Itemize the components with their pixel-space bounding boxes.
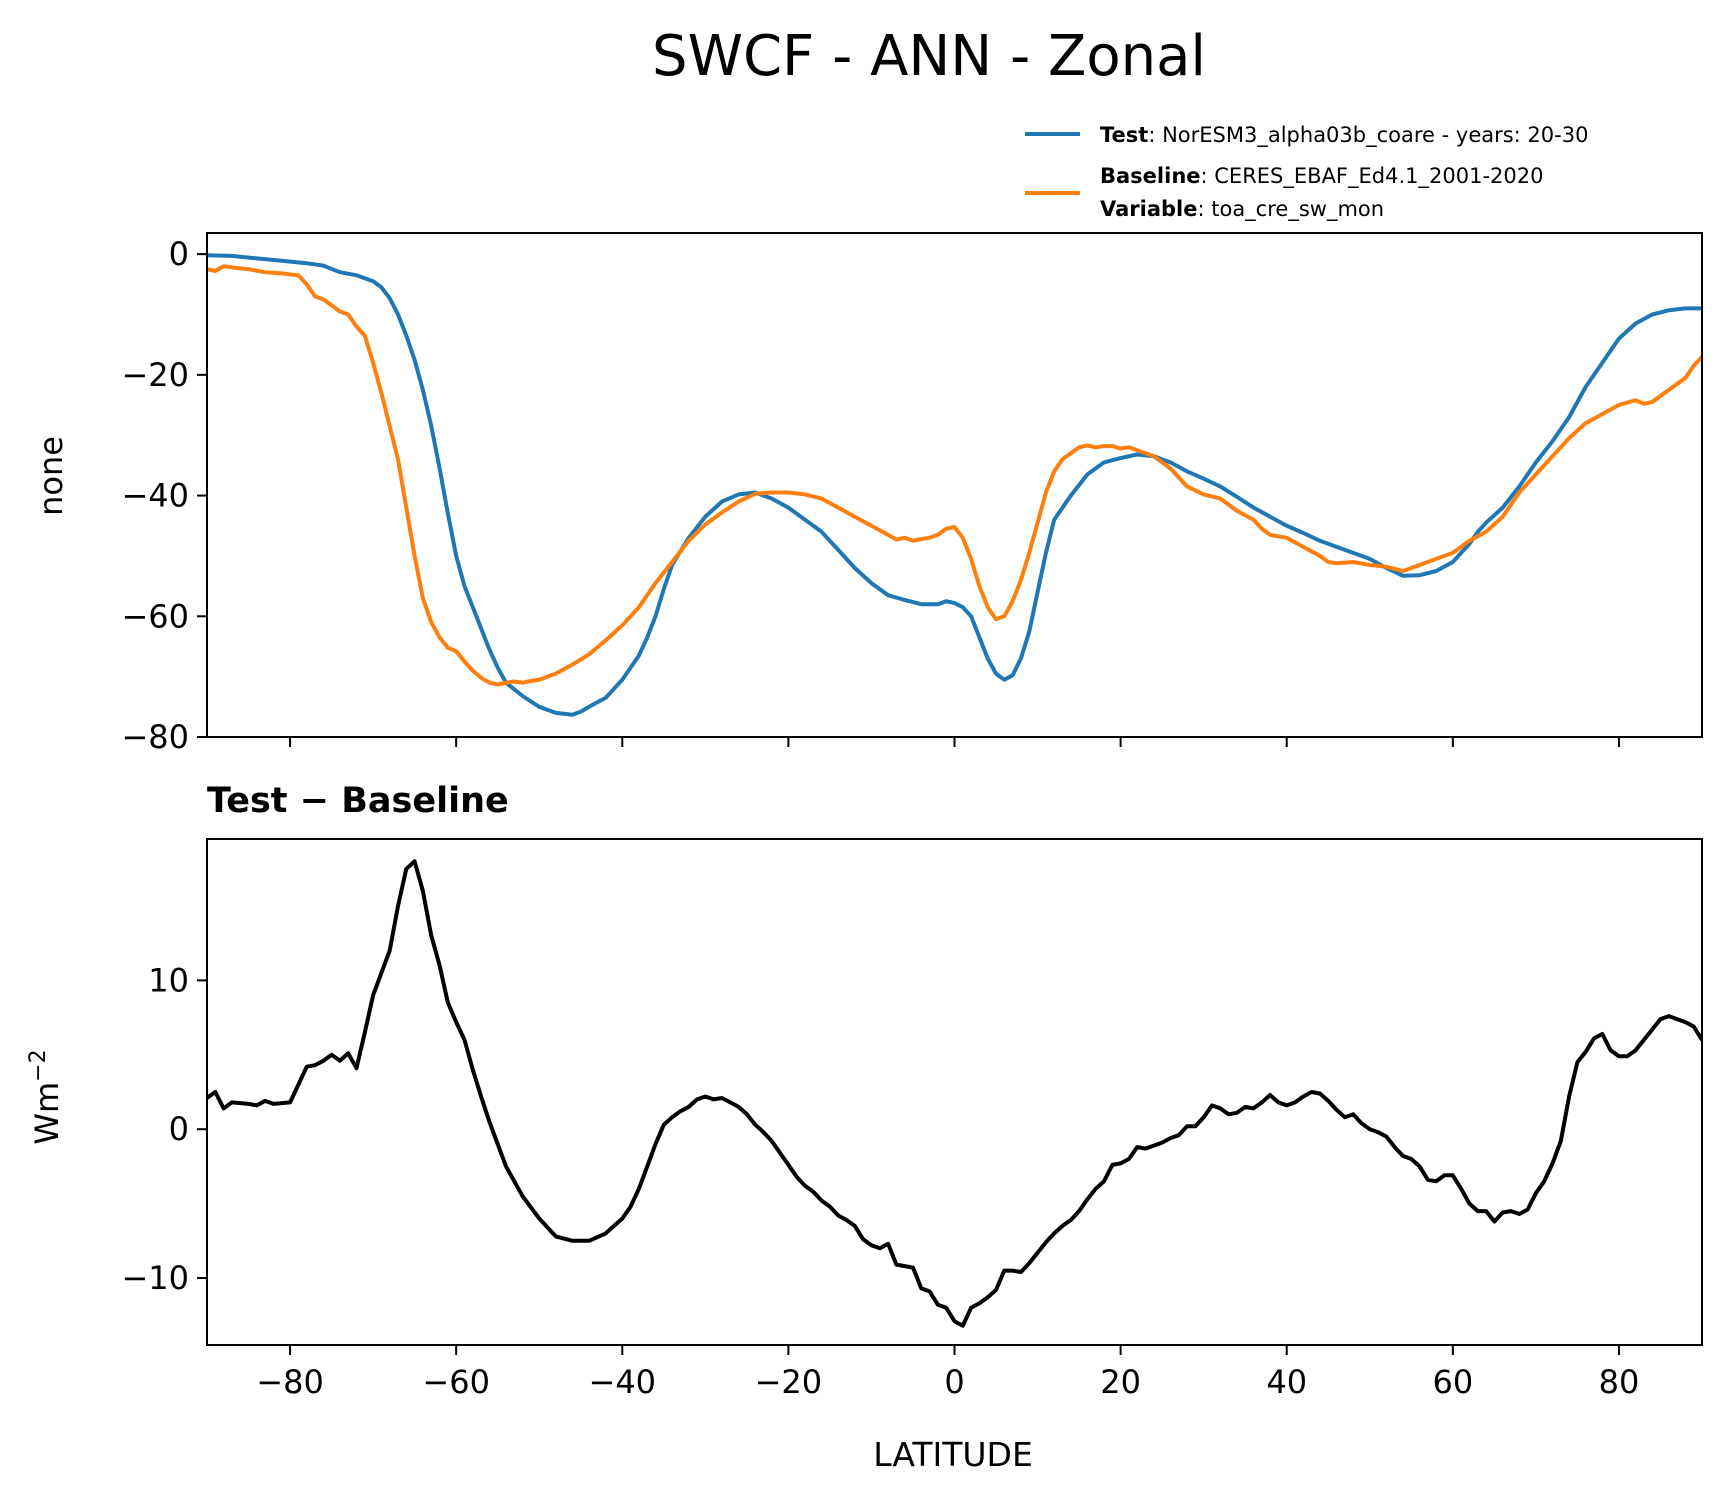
legend-test-label: Test: NorESM3_alpha03b_coare - years: 20…: [1100, 123, 1588, 148]
difference-panel-title: Test − Baseline: [207, 781, 509, 821]
bottom-ylabel-exponent: −2: [26, 1049, 51, 1081]
legend-baseline-value: : CERES_EBAF_Ed4.1_2001-2020: [1201, 164, 1544, 189]
top-series-baseline: [207, 264, 1702, 687]
bottom-ylabel: Wm−2: [26, 1049, 66, 1144]
diff-xtick-label: −20: [755, 1363, 823, 1401]
top-panel: 0 −20 −40 −60 −80: [121, 232, 1703, 756]
legend: Test: NorESM3_alpha03b_coare - years: 20…: [1025, 123, 1588, 222]
diff-series-test-baseline: [207, 859, 1702, 1328]
legend-variable-value: : toa_cre_sw_mon: [1197, 197, 1384, 222]
diff-xtick-label: −80: [256, 1363, 324, 1401]
legend-variable-label: Variable: toa_cre_sw_mon: [1100, 197, 1384, 222]
figure-title: SWCF - ANN - Zonal: [652, 24, 1206, 89]
diff-ytick-label: 10: [148, 961, 189, 999]
diff-xtick-label: −60: [422, 1363, 490, 1401]
diff-frame: [206, 838, 1703, 1346]
top-ytick-label: −60: [121, 597, 189, 635]
legend-variable-key: Variable: [1100, 197, 1197, 221]
diff-ytick-label: −10: [121, 1259, 189, 1297]
legend-test-value: : NorESM3_alpha03b_coare - years: 20-30: [1148, 123, 1588, 148]
top-ylabel: none: [32, 436, 70, 516]
legend-baseline-label: Baseline: CERES_EBAF_Ed4.1_2001-2020: [1100, 164, 1543, 189]
x-axis-label: LATITUDE: [873, 1435, 1033, 1474]
diff-xtick-label: 60: [1432, 1363, 1473, 1401]
bottom-ylabel-base: Wm: [28, 1082, 66, 1145]
top-ytick-label: −80: [121, 718, 189, 756]
top-frame: [206, 232, 1703, 738]
legend-baseline-key: Baseline: [1100, 164, 1201, 188]
top-series-test: [207, 253, 1702, 717]
diff-xtick-label: 40: [1266, 1363, 1307, 1401]
diff-xtick-label: 0: [944, 1363, 964, 1401]
diff-xtick-label: −40: [589, 1363, 657, 1401]
legend-test-key: Test: [1100, 123, 1148, 147]
top-ytick-label: 0: [169, 235, 189, 273]
diff-xtick-label: 80: [1599, 1363, 1640, 1401]
top-ytick-label: −40: [121, 477, 189, 515]
diff-ytick-label: 0: [169, 1110, 189, 1148]
diff-xtick-label: 20: [1100, 1363, 1141, 1401]
top-ytick-label: −20: [121, 356, 189, 394]
